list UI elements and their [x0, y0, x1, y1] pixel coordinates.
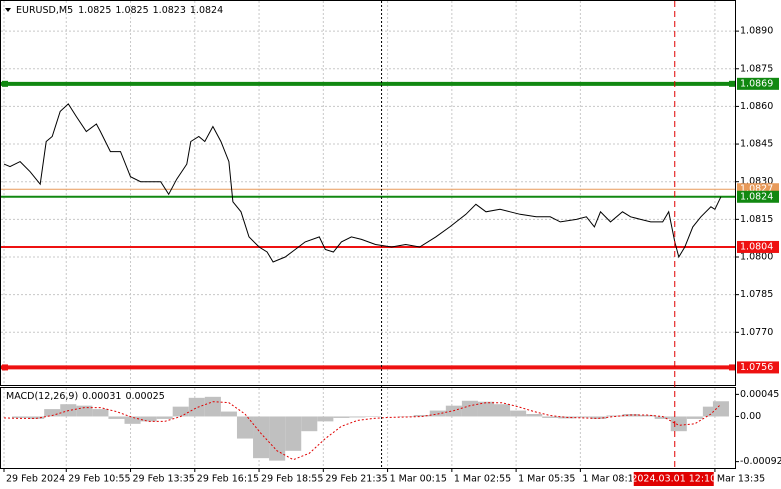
macd-bar	[526, 414, 543, 417]
macd-bar	[269, 416, 286, 461]
level-label: 1.0869	[740, 78, 773, 89]
macd-bar	[686, 416, 703, 419]
macd-bar	[702, 406, 719, 417]
crosshair-label: 2024.03.01 12:10	[631, 474, 716, 485]
macd-bar	[670, 416, 687, 432]
macd-bar	[108, 416, 125, 419]
ohlc-value: 1.0823	[153, 5, 186, 16]
macd-bar	[12, 416, 29, 418]
macd-bar	[477, 401, 495, 417]
level-anchor	[2, 80, 8, 87]
y-tick-label: 1.0770	[740, 327, 773, 338]
level-anchor	[729, 364, 735, 371]
x-tick-label: 1 Mar 02:55	[454, 474, 511, 485]
macd-bar	[494, 404, 511, 417]
symbol-title: EURUSD,M5	[16, 5, 73, 16]
ohlc-value: 1.0825	[115, 5, 148, 16]
level-label-box	[737, 77, 779, 90]
symbol-header: EURUSD,M5 1.0825 1.0825 1.0823 1.0824	[16, 5, 223, 16]
y-tick-label: 1.0785	[740, 289, 773, 300]
macd-bar	[28, 416, 45, 419]
macd-bar	[253, 416, 270, 459]
x-tick-label: 29 Feb 21:35	[325, 474, 387, 485]
level-anchor	[729, 80, 735, 87]
level-label: 1.0756	[740, 362, 773, 373]
macd-bar	[712, 401, 729, 417]
y-tick-label: 1.0800	[740, 252, 773, 263]
x-tick-label: 29 Feb 2024	[6, 474, 65, 485]
level-anchor	[2, 364, 8, 371]
price-line	[3, 103, 722, 263]
macd-bar	[236, 416, 254, 439]
macd-bar	[285, 416, 302, 451]
macd-bar	[44, 409, 61, 417]
y-tick-label: 1.0845	[740, 139, 773, 150]
macd-bar	[220, 411, 237, 417]
y-tick-label: -0.00092	[740, 456, 781, 467]
macd-bar	[301, 416, 318, 432]
x-tick-label: 29 Feb 13:35	[133, 474, 195, 485]
macd-value: 0.00031	[82, 391, 121, 402]
macd-bar	[333, 416, 350, 418]
macd-bar	[542, 416, 559, 418]
x-tick-label: 29 Feb 16:15	[197, 474, 259, 485]
macd-bar	[654, 416, 671, 419]
x-tick-label: 1 Mar 00:15	[390, 474, 447, 485]
macd-panel-frame	[0, 387, 736, 469]
x-tick-label: 1 Mar 05:35	[518, 474, 575, 485]
x-tick-label: Mar 13:35	[717, 474, 765, 485]
macd-bar	[204, 396, 221, 417]
level-label-box	[737, 240, 779, 253]
y-tick-label: 0.00045	[740, 389, 779, 400]
y-tick-label: 1.0815	[740, 214, 773, 225]
macd-bar	[156, 416, 173, 419]
x-tick-label: 29 Feb 18:55	[261, 474, 323, 485]
macd-bar	[317, 416, 334, 422]
crosshair-label-box	[633, 472, 714, 486]
macd-bar	[92, 409, 109, 417]
y-tick-label: 1.0875	[740, 63, 773, 74]
macd-bar	[413, 414, 430, 417]
macd-header: MACD(12,26,9) 0.00031 0.00025	[6, 391, 165, 402]
level-label: 1.0804	[740, 241, 773, 252]
macd-bar	[76, 405, 93, 417]
macd-title: MACD(12,26,9)	[6, 391, 78, 402]
macd-bar	[574, 416, 591, 418]
y-tick-label: 1.0890	[740, 26, 773, 37]
ohlc-value: 1.0825	[78, 5, 111, 16]
y-tick-label: 0.00	[740, 411, 761, 422]
level-label: 1.0824	[740, 191, 773, 202]
macd-value: 0.00025	[125, 391, 164, 402]
price-panel-frame	[0, 0, 736, 386]
level-label: 1.0827	[740, 184, 773, 195]
macd-bar	[124, 416, 141, 424]
macd-bar	[606, 415, 623, 417]
macd-bar	[461, 400, 478, 417]
y-tick-label: 1.0860	[740, 101, 773, 112]
y-tick-label: 1.0830	[740, 176, 773, 187]
macd-bar	[510, 410, 527, 417]
menu-triangle	[5, 8, 11, 12]
level-label-box	[737, 190, 779, 203]
ohlc-value: 1.0824	[190, 5, 223, 16]
macd-bar	[349, 416, 366, 418]
x-tick-label: 29 Feb 10:55	[68, 474, 130, 485]
signal-line	[3, 401, 722, 461]
macd-bar	[188, 397, 205, 417]
macd-bar	[638, 414, 655, 417]
macd-bar	[140, 416, 157, 422]
level-label-box	[737, 361, 779, 374]
macd-bar	[590, 416, 607, 419]
x-tick-label: 1 Mar 08:15	[582, 474, 639, 485]
macd-bar	[172, 406, 189, 417]
